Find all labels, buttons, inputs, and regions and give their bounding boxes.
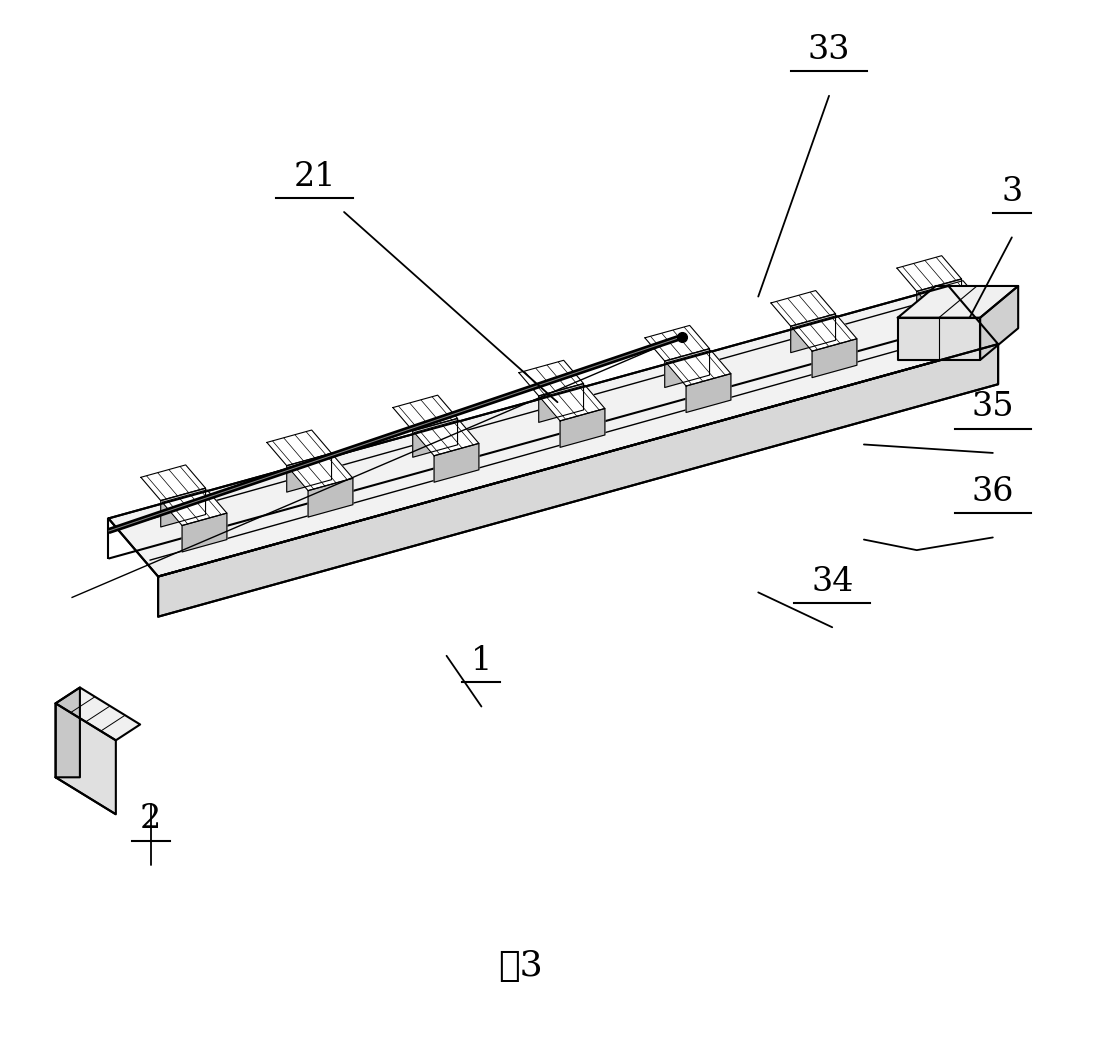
Text: 33: 33: [807, 34, 851, 67]
Polygon shape: [644, 326, 709, 361]
Polygon shape: [919, 280, 983, 316]
Polygon shape: [898, 286, 1018, 317]
Polygon shape: [938, 304, 983, 343]
Polygon shape: [308, 478, 352, 517]
Polygon shape: [182, 513, 226, 552]
Polygon shape: [288, 455, 352, 491]
Polygon shape: [539, 384, 583, 422]
Polygon shape: [287, 453, 331, 492]
Polygon shape: [56, 704, 116, 815]
Polygon shape: [56, 688, 80, 778]
Polygon shape: [980, 286, 1018, 360]
Polygon shape: [791, 314, 835, 352]
Text: 图3: 图3: [498, 949, 543, 983]
Polygon shape: [665, 349, 709, 387]
Polygon shape: [392, 395, 457, 431]
Polygon shape: [56, 688, 140, 741]
Text: 3: 3: [1001, 176, 1022, 207]
Polygon shape: [686, 373, 731, 413]
Polygon shape: [518, 361, 583, 396]
Polygon shape: [266, 430, 331, 466]
Polygon shape: [413, 418, 457, 457]
Polygon shape: [434, 443, 478, 482]
Polygon shape: [917, 279, 961, 317]
Polygon shape: [896, 256, 961, 291]
Polygon shape: [161, 488, 205, 527]
Text: 1: 1: [471, 645, 492, 677]
Polygon shape: [898, 317, 980, 360]
Polygon shape: [812, 339, 857, 378]
Polygon shape: [108, 286, 998, 577]
Polygon shape: [541, 385, 605, 421]
Polygon shape: [770, 291, 835, 326]
Text: 21: 21: [293, 161, 336, 193]
Polygon shape: [414, 420, 478, 456]
Polygon shape: [140, 464, 205, 500]
Polygon shape: [793, 315, 857, 351]
Polygon shape: [162, 490, 226, 526]
Text: 36: 36: [971, 476, 1014, 508]
Polygon shape: [667, 350, 731, 386]
Text: 35: 35: [971, 391, 1015, 423]
Polygon shape: [560, 408, 605, 448]
Text: 34: 34: [811, 566, 853, 598]
Text: 2: 2: [140, 803, 162, 836]
Polygon shape: [158, 344, 998, 617]
